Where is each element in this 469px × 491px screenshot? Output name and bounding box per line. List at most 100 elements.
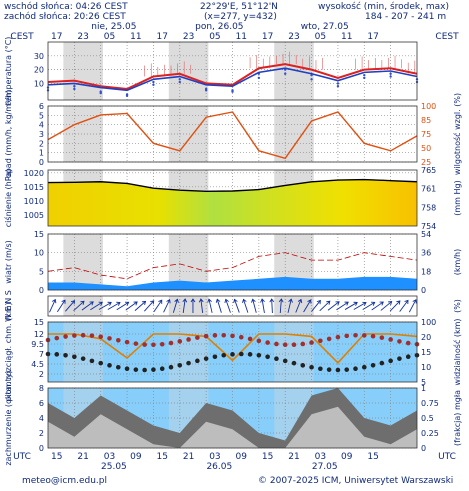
bottom-hour-label: 09 (236, 452, 248, 462)
dewpoint-dot (231, 90, 234, 93)
altitude-values: 184 - 207 - 241 m (365, 12, 447, 22)
y-tick-label: 3 (39, 130, 44, 139)
wind-arrow-head (207, 298, 212, 303)
top-hour-label: 11 (341, 32, 352, 42)
y-tick-label: 20 (34, 66, 44, 75)
y-axis-label: zachmurzenie (oktanty) (4, 370, 13, 465)
wind-arrow-head (371, 301, 376, 306)
wind-arrow-head (141, 300, 147, 305)
panel-frame (47, 295, 418, 317)
wind-arrow-shaft (153, 299, 163, 313)
pressure-line (47, 178, 418, 192)
cloud-layer-high (238, 334, 244, 340)
y-axis-label: temperatura (°C) (4, 37, 13, 106)
cloud-layer-high (318, 338, 323, 344)
wind-arrow (134, 300, 147, 311)
y-axis-label-right: (mm Hg) (453, 180, 462, 215)
wind-arrow-shaft (311, 300, 321, 312)
wind-arrow-shaft (134, 301, 146, 311)
y-tick-label-right: 20 (421, 333, 431, 342)
cloud-layer-high (98, 334, 104, 340)
y-axis-label-right: widzialność (km) (452, 318, 462, 385)
y-tick-label: 1010 (24, 197, 44, 206)
y-axis-label: ciśnienie (hPa) (3, 169, 13, 227)
cloud-layer-high (291, 342, 297, 348)
y-tick-label: 9.5 (31, 340, 44, 349)
cloud-layer-low (361, 364, 367, 370)
cloud-layer-high (89, 333, 95, 338)
wind-arrow (73, 300, 85, 312)
wind-arrow-head (297, 298, 303, 304)
wind-arrow (215, 298, 222, 313)
y-tick-label: 4 (39, 414, 44, 423)
cloud-layer-high (203, 333, 209, 339)
wind-arrow-shaft (261, 299, 265, 313)
wind-arrow-shaft (234, 299, 240, 313)
y-tick-label: 5 (39, 267, 44, 276)
panel-cloudiness (47, 387, 418, 449)
wind-arrow-head (190, 298, 196, 303)
pressure-area (48, 179, 417, 226)
footer-copyright: © 2007-2025 ICM, Uniwersytet Warszawski (258, 476, 454, 486)
wind-arrow-shaft (116, 301, 129, 311)
dewpoint-dot (336, 82, 340, 85)
y-tick-label: 5 (39, 111, 44, 120)
wind-arrow-head (158, 299, 163, 304)
y-tick-label: 4 (39, 121, 44, 130)
wind-arrow-shaft (271, 298, 273, 314)
wind-arrow-head (288, 298, 293, 303)
wind-gust-line (47, 252, 418, 280)
wind-arrow-shaft (371, 301, 384, 311)
night-shade (168, 296, 209, 316)
y-tick-label-right: 10 (421, 363, 431, 372)
wind-arrow (198, 298, 204, 314)
cloud-layer-low (133, 367, 139, 372)
cloud-layer-low (54, 352, 60, 357)
wind-arrow (319, 300, 331, 312)
y-tick-label-right: 54 (421, 230, 431, 239)
wind-arrow-shaft (279, 298, 282, 314)
wind-arrow-shaft (399, 300, 409, 312)
top-hour-label: 23 (288, 32, 299, 42)
cloud-layer-low (80, 356, 86, 361)
cloud-layer-low (203, 356, 209, 361)
cloud-layer-high (212, 333, 218, 338)
cloud-layer-high (388, 337, 393, 342)
wind-arrow-head (61, 299, 66, 304)
wind-arrow (233, 298, 240, 313)
y-tick-label: 2 (39, 429, 44, 438)
dewpoint-dot (73, 87, 76, 91)
y-tick-label-right: 758 (421, 203, 436, 212)
cloud-layer-high (335, 334, 341, 340)
wind-arrow-shaft (65, 300, 75, 312)
wind-arrow (278, 298, 284, 314)
wind-arrow-shaft (172, 299, 178, 313)
temperature-line (47, 63, 418, 90)
wind-arrow (153, 299, 163, 313)
cloud-layer-high (221, 332, 227, 338)
cloud-layer-low (212, 354, 218, 360)
cloud-layer-low (98, 360, 104, 366)
top-timezone: CEST (10, 32, 34, 42)
top-day-label: nie, 25.05 (91, 22, 136, 32)
y-tick-label-right: 50 (421, 144, 431, 153)
bottom-hour-label: 03 (104, 452, 115, 462)
y-tick-label-right: 765 (421, 166, 436, 175)
wind-arrow-shaft (295, 299, 302, 313)
wind-arrow (107, 301, 121, 310)
footer-email[interactable]: meteo@icm.edu.pl (22, 476, 107, 486)
cloud-layer-low (282, 358, 288, 364)
bottom-hour-label: 21 (288, 452, 299, 462)
cloud-layer-high (159, 341, 165, 347)
wind-arrow (251, 298, 257, 313)
panel-precipitation (47, 105, 418, 163)
night-shade (63, 42, 103, 100)
night-shade (168, 42, 209, 100)
cloud-layer-high (300, 341, 306, 347)
bottom-timezone-right: UTC (438, 452, 456, 462)
dewpoint-dot (389, 75, 392, 78)
wind-arrow (327, 301, 340, 311)
y-tick-label-right: 0 (421, 444, 426, 453)
wind-arrow-head (80, 300, 85, 305)
cloud-layer-low (397, 356, 402, 361)
